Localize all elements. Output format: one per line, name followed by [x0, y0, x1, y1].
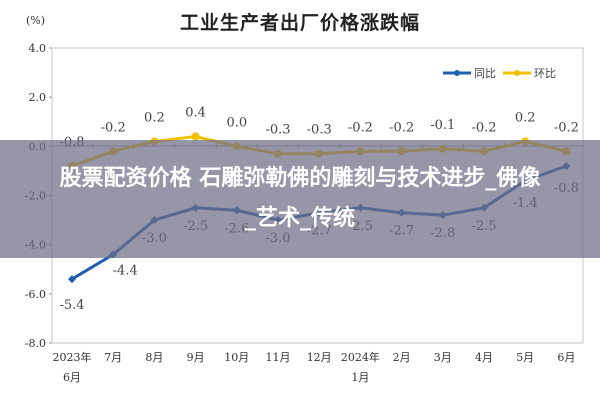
- mom-data-label: -0.2: [554, 120, 579, 135]
- x-tick-label: 7月: [104, 351, 122, 364]
- x-tick-label: 2024年: [341, 350, 380, 364]
- x-tick-label: 6月: [63, 371, 81, 384]
- legend-marker-mom: [514, 70, 520, 76]
- x-tick-label: 2023年: [53, 350, 92, 364]
- legend: 同比 环比: [443, 67, 556, 80]
- mom-data-label: -0.1: [430, 118, 455, 133]
- x-tick-label: 9月: [187, 351, 205, 364]
- chart-title: 工业生产者出厂价格涨跌幅: [179, 12, 420, 34]
- caption-banner: [0, 140, 600, 258]
- x-tick-label: 3月: [434, 351, 452, 364]
- yoy-marker: [68, 275, 76, 284]
- mom-data-label: 0.4: [185, 106, 206, 121]
- mom-data-label: 0.0: [226, 115, 247, 130]
- mom-data-label: -0.2: [101, 120, 126, 135]
- caption-line-1: 股票配资价格 石雕弥勒佛的雕刻与技术进步_佛像: [59, 166, 541, 191]
- x-tick-label: 4月: [475, 351, 493, 364]
- y-tick-label: -6.0: [25, 288, 46, 301]
- legend-marker-yoy: [454, 70, 460, 76]
- y-tick-label: -8.0: [25, 337, 46, 350]
- mom-data-label: 0.2: [144, 110, 165, 125]
- y-tick-label: 4.0: [29, 42, 47, 55]
- yoy-data-label: -4.4: [113, 264, 138, 279]
- x-tick-label: 1月: [351, 371, 369, 384]
- mom-data-label: -0.3: [265, 123, 290, 138]
- y-tick-label: 2.0: [29, 91, 47, 104]
- mom-data-label: -0.2: [389, 120, 414, 135]
- mom-data-label: -0.3: [307, 123, 332, 138]
- caption-line-2: _艺术_传统: [244, 206, 355, 231]
- x-axis-ticks: 2023年 6月 7月 8月 9月 10月 11月 12月 2024年 1月 2月 3月 4月 5月 6月: [53, 143, 575, 384]
- x-tick-label: 5月: [516, 351, 534, 364]
- legend-label-yoy: 同比: [474, 67, 496, 80]
- x-tick-label: 12月: [307, 351, 332, 364]
- caption-text: 股票配资价格 石雕弥勒佛的雕刻与技术进步_佛像 _艺术_传统: [0, 140, 600, 258]
- x-tick-label: 11月: [266, 351, 291, 364]
- mom-data-label: -0.2: [471, 120, 496, 135]
- yoy-data-label: -5.4: [59, 298, 84, 313]
- y-axis-unit: (%): [26, 14, 46, 27]
- x-tick-label: 10月: [224, 351, 249, 364]
- mom-data-label: 0.2: [515, 110, 536, 125]
- x-tick-label: 6月: [557, 351, 575, 364]
- mom-marker: [191, 132, 200, 141]
- legend-label-mom: 环比: [534, 67, 556, 80]
- x-tick-label: 8月: [145, 351, 163, 364]
- x-tick-label: 2月: [393, 351, 411, 364]
- mom-data-label: -0.2: [348, 120, 373, 135]
